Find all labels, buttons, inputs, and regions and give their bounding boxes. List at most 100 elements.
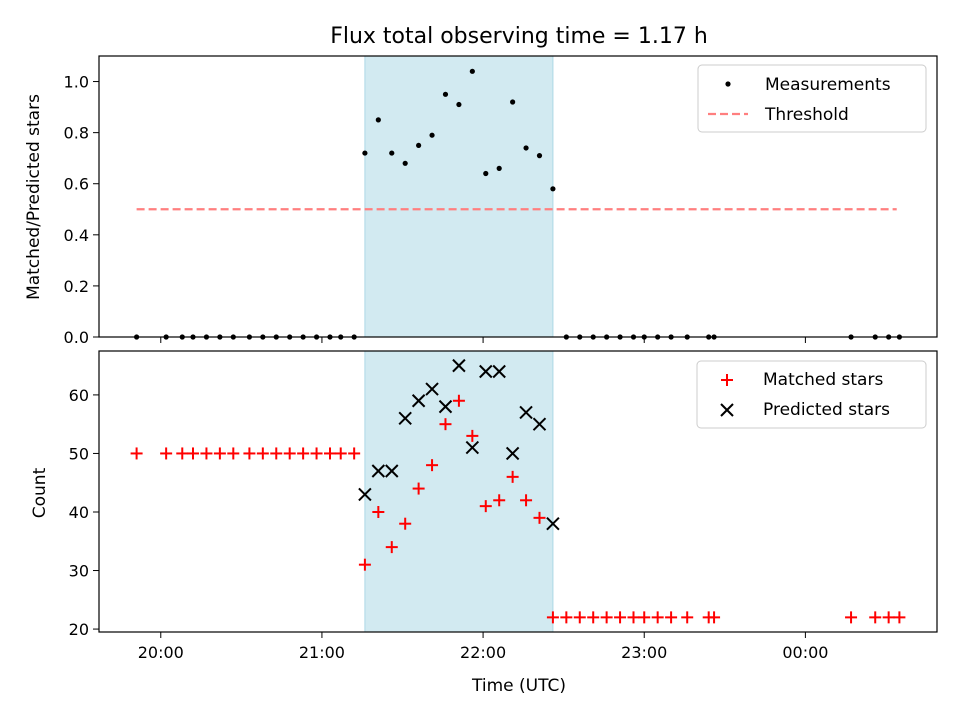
matched-point bbox=[546, 611, 559, 624]
matched-point bbox=[869, 611, 882, 624]
top-ytick-label: 0.4 bbox=[64, 226, 89, 245]
predicted-point-b bbox=[519, 405, 533, 420]
measurement-point bbox=[469, 68, 475, 74]
matched-point bbox=[845, 611, 858, 624]
predicted-point-b bbox=[479, 364, 493, 379]
predicted-point bbox=[532, 417, 547, 431]
matched-point bbox=[893, 611, 906, 624]
bottom-ytick-label: 30 bbox=[69, 562, 89, 581]
predicted-point-b bbox=[546, 516, 560, 531]
matched-point bbox=[600, 611, 613, 624]
top-ytick-label: 0.2 bbox=[64, 277, 89, 296]
bottom-ylabel: Count bbox=[30, 467, 50, 518]
matched-point bbox=[533, 511, 546, 524]
measurement-point bbox=[536, 153, 543, 159]
measurement-point bbox=[510, 99, 516, 105]
bottom-ytick-label: 40 bbox=[69, 503, 89, 522]
predicted-point-b bbox=[465, 440, 480, 455]
matched-point bbox=[160, 447, 173, 460]
measurement-point bbox=[416, 142, 422, 149]
matched-point bbox=[452, 394, 465, 407]
bottom-legend-frame bbox=[696, 360, 927, 429]
legend-measurements-label: Measurements bbox=[765, 75, 891, 95]
matched-point bbox=[372, 505, 385, 518]
top-legend: Measurements Threshold bbox=[697, 64, 927, 133]
matched-point bbox=[466, 429, 479, 442]
matched-point bbox=[560, 611, 573, 624]
matched-point bbox=[348, 447, 361, 460]
bottom-shaded-region bbox=[364, 351, 553, 632]
matched-point bbox=[412, 482, 425, 495]
predicted-point bbox=[465, 440, 480, 455]
measurement-point bbox=[523, 145, 529, 151]
predicted-point bbox=[479, 364, 493, 379]
matched-point bbox=[439, 418, 452, 431]
legend-measurement-marker bbox=[725, 81, 731, 87]
legend-threshold-label: Threshold bbox=[764, 105, 849, 125]
matched-point bbox=[358, 558, 371, 571]
predicted-point bbox=[438, 399, 453, 414]
predicted-point bbox=[519, 405, 533, 420]
matched-point bbox=[243, 447, 256, 460]
count-panel: 20 30 40 50 60 20:00 21:00 22:00 23:00 00:00 bbox=[69, 350, 938, 662]
predicted-point bbox=[492, 364, 506, 379]
bottom-ytick-label: 50 bbox=[69, 444, 89, 463]
predicted-point bbox=[371, 464, 386, 478]
predicted-point-b bbox=[385, 464, 399, 478]
top-shaded-region bbox=[364, 56, 553, 337]
legend-predicted-label: Predicted stars bbox=[763, 400, 890, 420]
bottom-legend: Matched stars Predicted stars bbox=[696, 360, 927, 429]
matched-point bbox=[130, 447, 143, 460]
top-ytick-label: 0.8 bbox=[64, 124, 89, 143]
matched-point bbox=[283, 447, 296, 460]
measurement-point bbox=[550, 186, 556, 192]
matched-point bbox=[334, 447, 347, 460]
predicted-point-b bbox=[358, 487, 372, 502]
legend-predicted-marker bbox=[720, 403, 734, 417]
top-ytick-label: 0.6 bbox=[64, 175, 89, 194]
predicted-point-b bbox=[411, 394, 426, 408]
ratio-panel: 0.0 0.2 0.4 0.6 0.8 1.0 bbox=[64, 55, 938, 347]
top-ytick-label: 0.0 bbox=[64, 328, 89, 347]
top-ytick-label: 1.0 bbox=[64, 73, 89, 92]
matched-point bbox=[665, 611, 678, 624]
bottom-axes-frame bbox=[98, 350, 938, 633]
matched-point bbox=[256, 447, 269, 460]
legend-matched-marker bbox=[721, 374, 733, 386]
matched-point bbox=[213, 447, 226, 460]
legend-matched-label: Matched stars bbox=[763, 370, 883, 390]
measurement-point bbox=[442, 91, 449, 97]
bottom-ytick-label: 60 bbox=[69, 386, 89, 405]
matched-point bbox=[176, 447, 189, 460]
predicted-point-b bbox=[492, 364, 506, 379]
predicted-point bbox=[452, 358, 466, 373]
predicted-point-b bbox=[438, 399, 453, 414]
top-legend-frame bbox=[697, 64, 927, 133]
measurement-point bbox=[496, 165, 502, 171]
predicted-point-b bbox=[371, 464, 386, 478]
predicted-point bbox=[546, 516, 560, 531]
matched-point bbox=[587, 611, 600, 624]
matched-point bbox=[614, 611, 627, 624]
matched-point bbox=[493, 494, 506, 507]
matched-point bbox=[297, 447, 310, 460]
matched-point bbox=[882, 611, 895, 624]
predicted-point-b bbox=[425, 382, 439, 396]
matched-point bbox=[651, 611, 664, 624]
matched-point bbox=[638, 611, 651, 624]
matched-point bbox=[426, 459, 439, 472]
matched-point bbox=[506, 470, 519, 483]
predicted-point-b bbox=[532, 417, 547, 431]
matched-point bbox=[187, 447, 200, 460]
measurement-point bbox=[456, 101, 462, 108]
predicted-point bbox=[411, 394, 426, 408]
bottom-xtick-label: 20:00 bbox=[138, 643, 184, 662]
bottom-xtick-label: 21:00 bbox=[299, 643, 345, 662]
predicted-point bbox=[425, 382, 439, 396]
predicted-point bbox=[505, 446, 520, 461]
matched-point bbox=[399, 517, 412, 530]
measurement-point bbox=[402, 160, 408, 166]
predicted-point bbox=[385, 464, 399, 478]
top-axes-frame bbox=[98, 55, 938, 338]
top-ylabel: Matched/Predicted stars bbox=[24, 94, 44, 300]
